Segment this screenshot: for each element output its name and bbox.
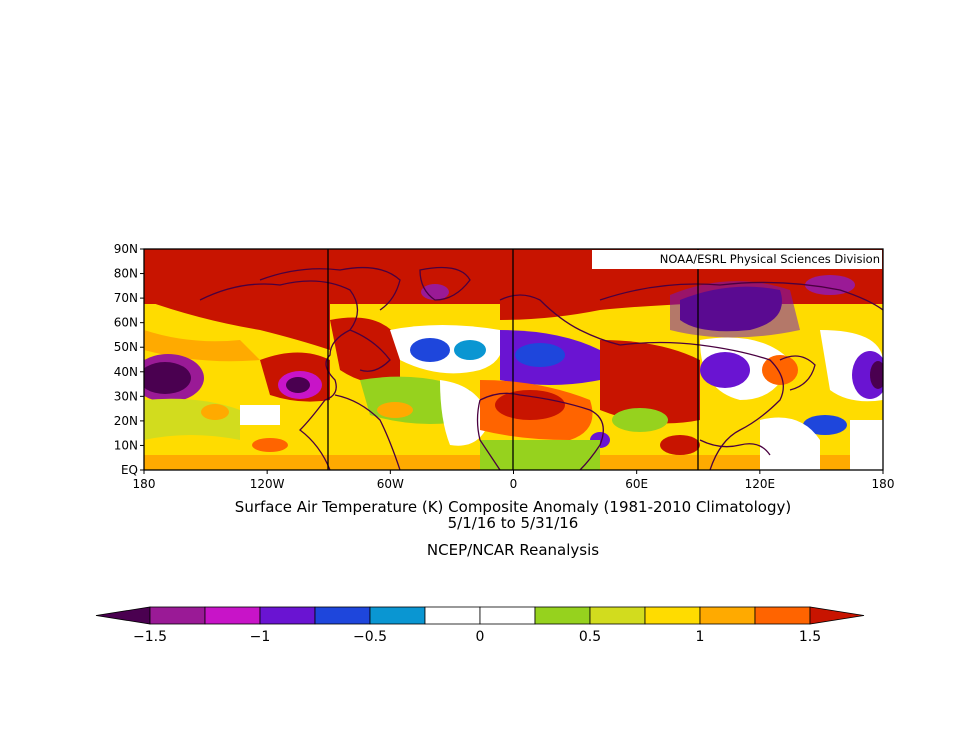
dataset-name: NCEP/NCAR Reanalysis — [427, 541, 599, 559]
lat-label: EQ — [121, 463, 138, 477]
colorbar — [95, 606, 865, 625]
lat-label: 20N — [114, 414, 138, 428]
colorbar-swatch — [699, 606, 756, 625]
lon-label: 120E — [745, 477, 776, 491]
lon-label: 120W — [250, 477, 285, 491]
colorbar-labels: −1.5 −1 −0.5 0 0.5 1 1.5 — [133, 629, 821, 645]
credit-text: NOAA/ESRL Physical Sciences Division — [660, 252, 880, 266]
colorbar-tick-label: 0 — [476, 629, 485, 645]
lat-label: 40N — [114, 365, 138, 379]
colorbar-tick-label: −1.5 — [133, 629, 167, 645]
map-panel: NOAA/ESRL Physical Sciences Division — [143, 248, 884, 471]
colorbar-swatch — [149, 606, 206, 625]
date-range: 5/1/16 to 5/31/16 — [448, 514, 579, 532]
latitude-labels: 90N 80N 70N 60N 50N 40N 30N 20N 10N EQ — [114, 242, 144, 477]
colorbar-arrow-low — [95, 606, 151, 625]
lon-label: 60W — [377, 477, 404, 491]
lat-label: 30N — [114, 389, 138, 403]
coastlines — [199, 266, 883, 470]
lon-label: 60E — [625, 477, 648, 491]
colorbar-arrow-high — [809, 606, 865, 625]
colorbar-tick-label: −1 — [250, 629, 271, 645]
colorbar-swatch — [314, 606, 371, 625]
lon-label: 180 — [133, 477, 156, 491]
colorbar-swatch — [589, 606, 646, 625]
colorbar-swatch — [754, 606, 811, 625]
lat-label: 10N — [114, 438, 138, 452]
credit-box — [592, 250, 882, 269]
grid-lines — [327, 249, 699, 470]
colorbar-swatch — [204, 606, 261, 625]
colorbar-swatch — [644, 606, 701, 625]
colorbar-tick-label: −0.5 — [353, 629, 387, 645]
lat-label: 80N — [114, 267, 138, 281]
colorbar-swatch — [259, 606, 316, 625]
colorbar-tick-label: 0.5 — [579, 629, 601, 645]
colorbar-swatch — [424, 606, 481, 625]
colorbar-swatch — [479, 606, 536, 625]
lat-label: 90N — [114, 242, 138, 256]
colorbar-tick-label: 1 — [696, 629, 705, 645]
lat-label: 70N — [114, 291, 138, 305]
lon-label: 180 — [872, 477, 895, 491]
longitude-labels: 180 120W 60W 0 60E 120E 180 — [133, 470, 895, 491]
lon-label: 0 — [510, 477, 518, 491]
map-title: Surface Air Temperature (K) Composite An… — [235, 498, 791, 516]
colorbar-swatch — [369, 606, 426, 625]
colorbar-tick-label: 1.5 — [799, 629, 821, 645]
lat-label: 50N — [114, 340, 138, 354]
lat-label: 60N — [114, 316, 138, 330]
colorbar-swatch — [534, 606, 591, 625]
